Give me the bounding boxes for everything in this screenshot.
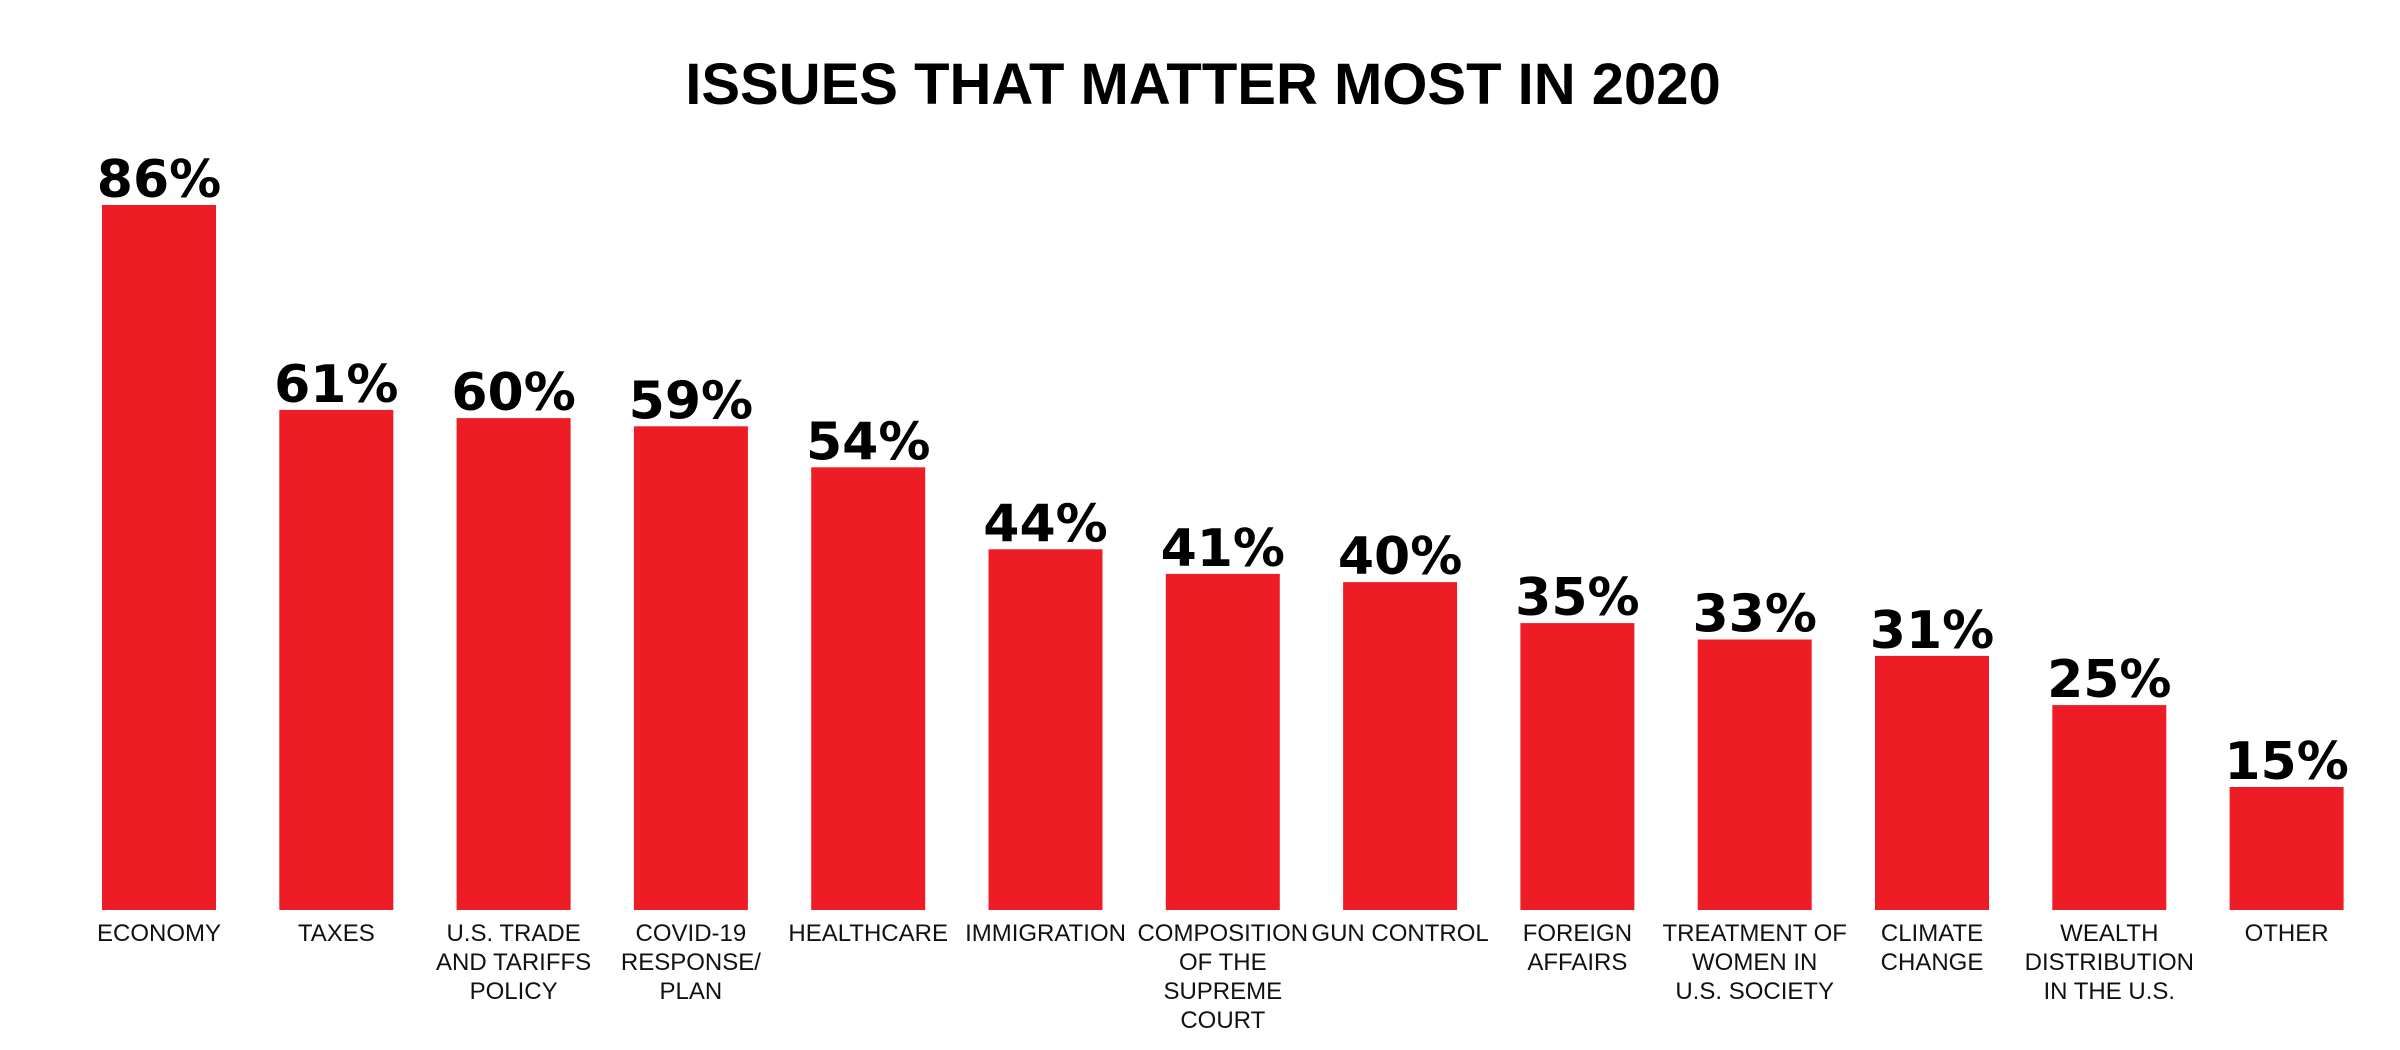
category-label: COVID-19 RESPONSE/PLAN bbox=[621, 920, 761, 1005]
bar-value-label: 31% bbox=[1870, 601, 1994, 661]
category-label-line: TREATMENT OF bbox=[1662, 920, 1846, 947]
bar-value-label: 54% bbox=[806, 412, 930, 472]
category-label-line: DISTRIBUTION bbox=[2025, 949, 2194, 976]
category-label-line: WOMEN IN bbox=[1692, 949, 1817, 976]
bar bbox=[1165, 573, 1280, 910]
category-label: COMPOSITION OF THE SUPREME COURT bbox=[1137, 920, 1308, 1034]
category-label-line: FOREIGN bbox=[1523, 920, 1632, 947]
category-label-line: OTHER bbox=[2245, 920, 2329, 947]
category-label-line: AND TARIFFS bbox=[436, 949, 591, 976]
category-label-line: U.S. TRADE bbox=[446, 920, 580, 947]
category-label-line: IN THE U.S. bbox=[2044, 978, 2176, 1005]
bar bbox=[102, 205, 216, 910]
category-label: FOREIGN AFFAIRS bbox=[1523, 920, 1632, 976]
category-label: U.S. TRADE AND TARIFFS POLICY bbox=[436, 920, 591, 1005]
bar bbox=[1343, 582, 1458, 910]
bar bbox=[1697, 639, 1812, 910]
category-label-line: WEALTH bbox=[2060, 920, 2158, 947]
category-label-line: SUPREME bbox=[1163, 978, 1282, 1005]
category-label-line: COURT bbox=[1180, 1007, 1265, 1034]
bar-value-label: 86% bbox=[97, 150, 221, 210]
category-label-line: TAXES bbox=[298, 920, 375, 947]
category-label: IMMIGRATION bbox=[965, 920, 1126, 947]
category-label-line: AFFAIRS bbox=[1527, 949, 1627, 976]
category-label-line: PLAN bbox=[660, 978, 723, 1005]
category-label-line: POLICY bbox=[470, 978, 558, 1005]
bar bbox=[2229, 787, 2344, 910]
category-label: HEALTHCARE bbox=[788, 920, 948, 947]
bar bbox=[633, 426, 748, 910]
bar-value-label: 59% bbox=[629, 371, 753, 431]
bar-value-label: 25% bbox=[2047, 650, 2171, 710]
category-labels-group: ECONOMY TAXES U.S. TRADE AND TARIFFS POLICY C… bbox=[97, 920, 2329, 1034]
bar bbox=[988, 549, 1103, 910]
category-label: GUN CONTROL bbox=[1311, 920, 1488, 947]
bar bbox=[1875, 655, 1989, 910]
bar-value-label: 61% bbox=[274, 355, 398, 415]
category-label-line: COVID-19 bbox=[636, 920, 747, 947]
category-label-line: IMMIGRATION bbox=[965, 920, 1126, 947]
category-label: CLIMATE CHANGE bbox=[1881, 920, 1984, 976]
category-label-line: ECONOMY bbox=[97, 920, 221, 947]
bars-group bbox=[102, 205, 2344, 910]
bar-value-label: 35% bbox=[1515, 568, 1639, 628]
category-label-line: OF THE bbox=[1179, 949, 1267, 976]
bar-value-label: 60% bbox=[451, 363, 575, 423]
category-label-line: U.S. SOCIETY bbox=[1675, 978, 1834, 1005]
category-label-line: RESPONSE/ bbox=[621, 949, 761, 976]
category-label-line: HEALTHCARE bbox=[788, 920, 948, 947]
bar bbox=[456, 418, 571, 910]
category-label-line: CHANGE bbox=[1881, 949, 1984, 976]
bar-value-label: 41% bbox=[1161, 519, 1285, 579]
category-label: ECONOMY bbox=[97, 920, 221, 947]
chart-title: ISSUES THAT MATTER MOST IN 2020 bbox=[685, 52, 1721, 117]
category-label: WEALTH DISTRIBUTION IN THE U.S. bbox=[2025, 920, 2194, 1005]
category-label-line: GUN CONTROL bbox=[1311, 920, 1488, 947]
bar bbox=[811, 467, 926, 910]
category-label: TREATMENT OF WOMEN IN U.S. SOCIETY bbox=[1662, 920, 1846, 1005]
bar bbox=[279, 409, 394, 910]
bar bbox=[1520, 623, 1635, 910]
category-label: OTHER bbox=[2245, 920, 2329, 947]
bar-value-label: 15% bbox=[2224, 732, 2348, 792]
category-label-line: CLIMATE bbox=[1881, 920, 1983, 947]
value-labels-group: 86% 61% 60% 59% 54% 44% 41% 40% 35% 33% 31% 25% 15% bbox=[97, 150, 2349, 792]
category-label: TAXES bbox=[298, 920, 375, 947]
bar-value-label: 33% bbox=[1692, 585, 1816, 645]
bar-value-label: 44% bbox=[983, 494, 1107, 554]
bar bbox=[2052, 705, 2167, 910]
category-label-line: COMPOSITION bbox=[1137, 920, 1308, 947]
bar-value-label: 40% bbox=[1338, 527, 1462, 587]
